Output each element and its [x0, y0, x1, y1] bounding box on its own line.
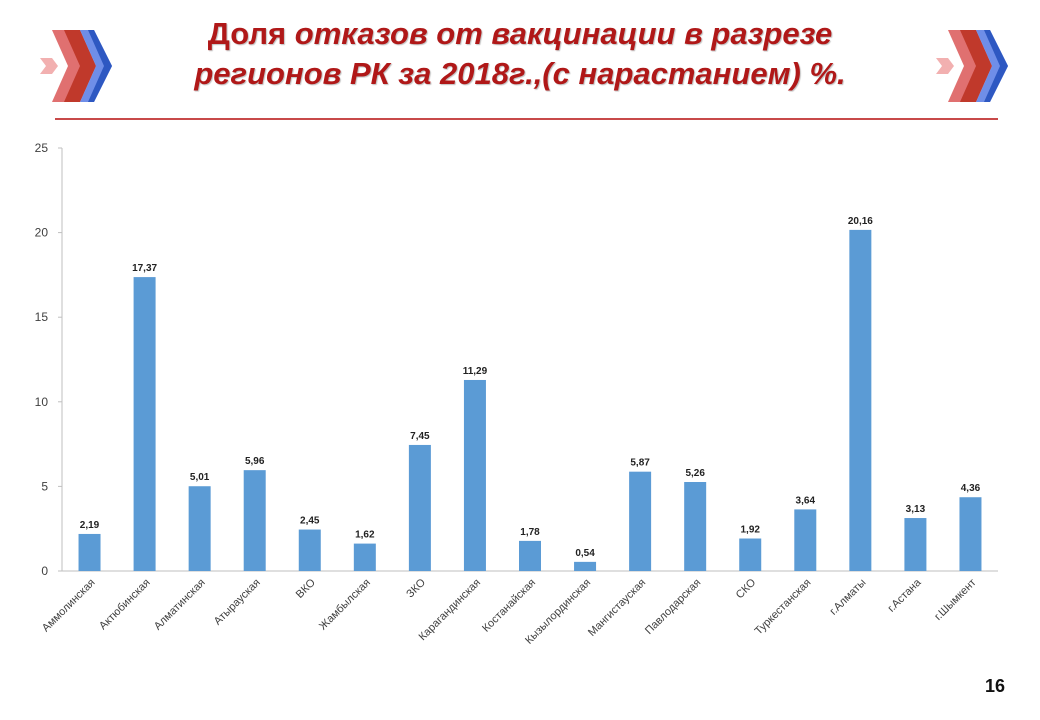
- category-label: СКО: [734, 576, 759, 601]
- data-label: 0,54: [575, 548, 595, 559]
- category-label: Мангистауская: [586, 577, 648, 639]
- data-label: 5,87: [630, 458, 650, 469]
- y-tick-label: 15: [35, 310, 49, 324]
- bar-chart: 0 5 10 15 20 25 2,19 Аммолинская 17,37 Актюбинска…: [35, 141, 998, 647]
- data-label: 5,01: [190, 472, 210, 483]
- bar: [353, 543, 376, 571]
- title-line-2: регионов РК за 2018г.,(с нарастанием) %.: [194, 56, 846, 91]
- logo-left: [40, 30, 112, 102]
- y-tick-label: 5: [41, 479, 48, 493]
- data-label: 2,45: [300, 516, 320, 527]
- bar: [904, 518, 927, 571]
- y-tick-label: 0: [41, 564, 48, 578]
- bar: [133, 277, 156, 571]
- title-lead: Доля: [207, 16, 295, 51]
- category-label: ЗКО: [404, 576, 428, 600]
- bar: [739, 538, 762, 571]
- data-label: 20,16: [848, 216, 873, 227]
- category-label: Актюбинская: [97, 577, 153, 633]
- bar: [519, 540, 541, 571]
- slide-title: Доля отказов от вакцинации в разрезе рег…: [160, 14, 880, 94]
- data-label: 17,37: [132, 263, 157, 274]
- bar: [298, 529, 321, 571]
- category-label: Карагандинская: [417, 577, 483, 643]
- data-label: 5,26: [685, 468, 705, 479]
- data-label: 3,64: [796, 495, 816, 506]
- title-line-1: Доля отказов от вакцинации в разрезе: [160, 14, 880, 54]
- bar: [188, 486, 211, 571]
- data-label: 5,96: [245, 456, 265, 467]
- y-tick-label: 10: [35, 395, 49, 409]
- y-tick-label: 25: [35, 141, 49, 155]
- bar: [959, 497, 982, 571]
- category-label: Павлодарская: [643, 577, 703, 637]
- category-label: Атырауская: [212, 577, 263, 628]
- bar: [243, 470, 266, 571]
- logo-right: [936, 30, 1008, 102]
- bar: [78, 533, 101, 571]
- category-label: Костанайская: [480, 577, 538, 635]
- data-label: 1,62: [355, 530, 375, 541]
- category-label: г.Алматы: [828, 577, 869, 618]
- title-divider: [55, 118, 998, 120]
- category-label: г.Астана: [885, 576, 924, 615]
- category-label: Жамбылская: [317, 577, 373, 633]
- bar: [629, 471, 652, 571]
- data-label: 1,92: [741, 525, 761, 536]
- bar: [849, 229, 872, 571]
- data-label: 3,13: [906, 504, 926, 515]
- category-label: Алматинская: [152, 577, 208, 633]
- category-label: Туркестанская: [753, 577, 814, 638]
- data-label: 4,36: [961, 483, 981, 494]
- data-label: 2,19: [80, 520, 100, 531]
- category-label: Аммолинская: [40, 577, 98, 635]
- bar: [794, 509, 817, 571]
- category-label: г.Шымкент: [932, 577, 978, 623]
- y-tick-label: 20: [35, 226, 49, 240]
- data-label: 7,45: [410, 431, 430, 442]
- data-label: 1,78: [520, 527, 540, 538]
- title-rest: отказов от вакцинации в разрезе: [294, 16, 833, 51]
- bar: [684, 482, 707, 571]
- bar: [574, 561, 597, 571]
- page-number: 16: [984, 676, 1006, 696]
- bar: [463, 379, 486, 571]
- bar: [408, 444, 431, 571]
- data-label: 11,29: [463, 366, 488, 377]
- category-label: ВКО: [294, 576, 318, 600]
